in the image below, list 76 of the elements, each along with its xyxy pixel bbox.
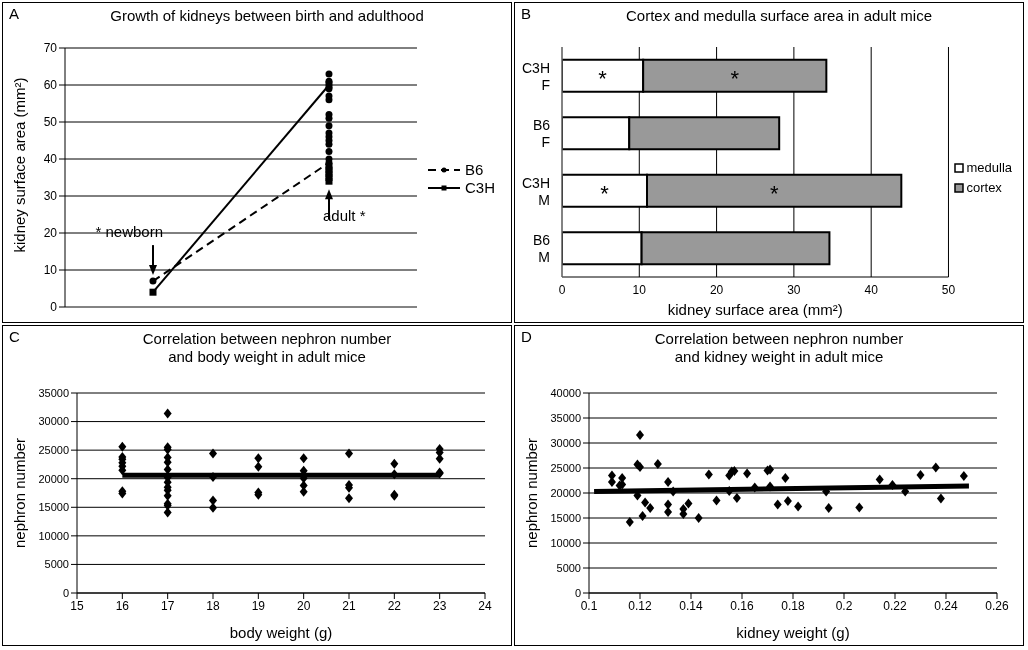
- y-tick-label: 30: [43, 189, 58, 204]
- x-tick-label: 21: [342, 598, 356, 613]
- chart-title: Growth of kidneys between birth and adulthood: [109, 6, 425, 25]
- x-axis-title: kidney surface area (mm²): [667, 301, 843, 318]
- y-tick-label: 5000: [556, 561, 581, 574]
- y-tick-label: 35000: [38, 386, 69, 399]
- y-tick-label: 15000: [38, 501, 69, 514]
- y-tick-label: B6 F: [532, 117, 551, 151]
- data-label: *: [769, 180, 779, 206]
- y-tick-label: 50: [43, 115, 58, 130]
- x-tick-label: 16: [115, 598, 130, 613]
- y-tick-label: B6 M: [532, 232, 551, 266]
- y-tick-label: 35000: [550, 411, 581, 424]
- y-tick-label: 60: [43, 78, 58, 93]
- text: D: [521, 328, 532, 345]
- x-tick-label: 15: [70, 598, 84, 613]
- text: B: [521, 5, 532, 22]
- y-tick-label: 10000: [550, 536, 581, 549]
- x-tick-label: 0.22: [883, 598, 907, 613]
- y-tick-label: 40000: [550, 386, 581, 399]
- y-tick-label: 0: [574, 586, 581, 599]
- data-label: *: [598, 65, 608, 91]
- y-tick-label: 0: [50, 300, 58, 315]
- x-tick-label: 0.14: [679, 598, 703, 613]
- x-tick-label: 23: [432, 598, 447, 613]
- y-tick-label: 20000: [550, 486, 581, 499]
- x-tick-label: 0.12: [628, 598, 652, 613]
- y-axis-title: kidney surface area (mm²): [11, 77, 29, 253]
- x-axis-title: kidney weight (g): [736, 624, 850, 641]
- x-tick-label: 0.18: [781, 598, 805, 613]
- x-tick-label: 0.24: [934, 598, 958, 613]
- x-axis-title: body weight (g): [229, 624, 333, 641]
- y-tick-label: 0: [62, 586, 69, 599]
- y-tick-label: C3H M: [521, 174, 550, 208]
- y-tick-label: 20: [43, 226, 58, 241]
- x-tick-label: 0.16: [730, 598, 754, 613]
- x-tick-label: 20: [709, 282, 724, 297]
- y-tick-label: C3H F: [521, 59, 550, 93]
- y-tick-label: 70: [43, 41, 58, 56]
- legend-label: medulla: [965, 158, 1012, 177]
- y-tick-label: 25000: [550, 461, 581, 474]
- y-tick-label: 15000: [550, 511, 581, 524]
- x-tick-label: 50: [941, 282, 956, 297]
- annotation: * newborn: [95, 223, 163, 241]
- text: C: [9, 328, 20, 345]
- legend-label: B6: [464, 161, 485, 179]
- data-label: *: [730, 65, 740, 91]
- x-tick-label: 0.2: [835, 598, 853, 613]
- chart-title: Correlation between nephron number and kidney weight in adult mice: [653, 329, 905, 366]
- x-tick-label: 22: [387, 598, 402, 613]
- y-tick-label: 5000: [44, 558, 69, 571]
- y-tick-label: 30000: [550, 436, 581, 449]
- x-tick-label: 30: [787, 282, 801, 297]
- chart-title: Cortex and medulla surface area in adult mice: [625, 6, 933, 25]
- text: A: [9, 5, 20, 22]
- data-label: *: [600, 180, 610, 206]
- x-tick-label: 18: [206, 598, 220, 613]
- y-tick-label: 10: [43, 263, 58, 278]
- x-tick-label: 10: [632, 282, 647, 297]
- x-tick-label: 20: [296, 598, 311, 613]
- x-tick-label: 19: [251, 598, 266, 613]
- y-axis-title: nephron number: [523, 437, 541, 548]
- y-tick-label: 30000: [38, 415, 69, 428]
- x-tick-label: 0.1: [580, 598, 598, 613]
- y-tick-label: 40: [43, 152, 58, 167]
- x-tick-label: 0.26: [985, 598, 1009, 613]
- y-tick-label: 20000: [38, 472, 69, 485]
- chart-title: Correlation between nephron number and body weight in adult mice: [141, 329, 393, 366]
- x-tick-label: 40: [864, 282, 879, 297]
- y-tick-label: 25000: [38, 444, 69, 457]
- x-tick-label: 17: [160, 598, 175, 613]
- legend-label: C3H: [464, 179, 495, 197]
- legend-label: cortex: [965, 178, 1003, 197]
- y-axis-title: nephron number: [11, 437, 29, 548]
- x-tick-label: 24: [478, 598, 492, 613]
- y-tick-label: 10000: [38, 529, 69, 542]
